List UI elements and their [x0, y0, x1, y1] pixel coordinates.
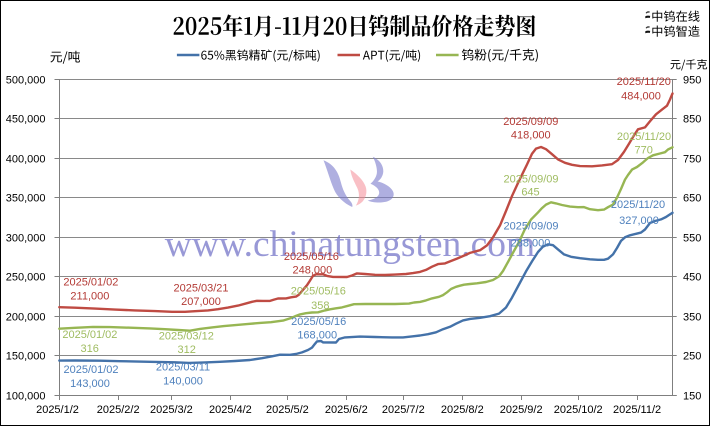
svg-text:2025/11/20: 2025/11/20	[617, 76, 671, 88]
svg-text:2025/8/2: 2025/8/2	[441, 404, 484, 416]
svg-text:2025/6/2: 2025/6/2	[325, 404, 368, 416]
svg-text:350,000: 350,000	[6, 192, 46, 204]
svg-text:2025/01/02: 2025/01/02	[63, 364, 118, 376]
svg-text:150: 150	[683, 390, 701, 402]
svg-text:2025/11/2: 2025/11/2	[613, 404, 661, 416]
svg-text:2025/2/2: 2025/2/2	[97, 404, 140, 416]
svg-text:484,000: 484,000	[621, 90, 661, 102]
svg-text:2025/10/2: 2025/10/2	[554, 404, 603, 416]
svg-text:2025/4/2: 2025/4/2	[209, 404, 252, 416]
svg-text:2025/09/09: 2025/09/09	[503, 116, 558, 128]
svg-text:140,000: 140,000	[163, 375, 203, 387]
svg-text:950: 950	[683, 74, 701, 86]
svg-text:www.chinatungsten.com: www.chinatungsten.com	[165, 224, 535, 265]
svg-text:450,000: 450,000	[6, 113, 46, 125]
svg-text:327,000: 327,000	[619, 215, 659, 227]
svg-text:2025/9/2: 2025/9/2	[500, 404, 543, 416]
svg-text:850: 850	[683, 113, 701, 125]
svg-text:645: 645	[521, 186, 539, 198]
svg-text:2025/1/2: 2025/1/2	[36, 404, 79, 416]
svg-text:211,000: 211,000	[70, 290, 109, 302]
svg-text:350: 350	[683, 311, 701, 323]
svg-text:288,000: 288,000	[511, 237, 551, 249]
svg-text:358: 358	[311, 300, 329, 312]
svg-text:2025/09/09: 2025/09/09	[503, 173, 558, 185]
svg-text:2025/09/09: 2025/09/09	[503, 220, 558, 232]
svg-text:2025/11/20: 2025/11/20	[611, 199, 665, 211]
svg-text:2025/05/16: 2025/05/16	[291, 285, 346, 297]
svg-text:316: 316	[81, 343, 99, 355]
svg-text:2025/11/20: 2025/11/20	[617, 131, 671, 143]
svg-text:400,000: 400,000	[6, 153, 46, 165]
svg-text:2025/03/21: 2025/03/21	[173, 282, 228, 294]
svg-text:2025/05/16: 2025/05/16	[291, 316, 346, 328]
svg-text:550: 550	[683, 232, 701, 244]
svg-text:2025/05/16: 2025/05/16	[284, 251, 339, 263]
svg-text:312: 312	[178, 344, 196, 356]
svg-text:770: 770	[635, 144, 653, 156]
svg-text:150,000: 150,000	[6, 350, 46, 362]
svg-text:2025/7/2: 2025/7/2	[382, 404, 425, 416]
svg-text:2025/3/2: 2025/3/2	[150, 404, 193, 416]
svg-text:200,000: 200,000	[6, 311, 46, 323]
svg-text:2025/03/11: 2025/03/11	[156, 362, 210, 374]
svg-text:300,000: 300,000	[6, 232, 46, 244]
svg-text:500,000: 500,000	[6, 74, 46, 86]
svg-text:2025/01/02: 2025/01/02	[63, 277, 118, 289]
svg-text:143,000: 143,000	[70, 378, 110, 390]
svg-text:168,000: 168,000	[297, 329, 337, 341]
svg-text:2025/03/12: 2025/03/12	[159, 331, 214, 343]
svg-text:418,000: 418,000	[511, 129, 551, 141]
svg-text:650: 650	[683, 192, 701, 204]
svg-text:250,000: 250,000	[6, 271, 46, 283]
svg-text:207,000: 207,000	[181, 296, 221, 308]
svg-text:2025/01/02: 2025/01/02	[62, 329, 117, 341]
svg-text:2025/5/2: 2025/5/2	[266, 404, 309, 416]
svg-text:750: 750	[683, 153, 701, 165]
svg-text:248,000: 248,000	[293, 264, 333, 276]
svg-text:100,000: 100,000	[6, 390, 46, 402]
svg-text:250: 250	[683, 350, 701, 362]
svg-text:450: 450	[683, 271, 701, 283]
